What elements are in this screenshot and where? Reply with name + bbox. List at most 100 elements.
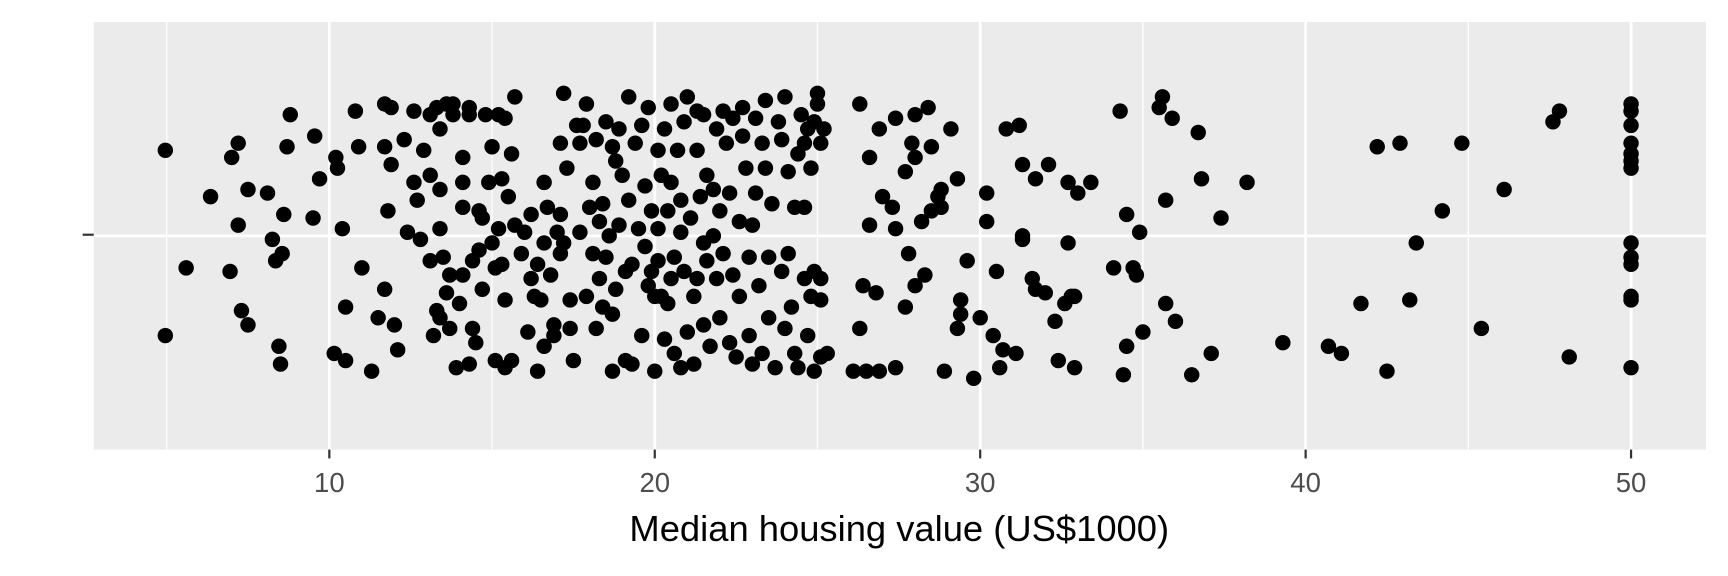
point [1060, 235, 1076, 251]
point [783, 299, 800, 315]
point [1623, 103, 1639, 119]
point [773, 131, 790, 148]
x-axis: 10 20 30 40 50 [314, 449, 1647, 498]
point [988, 263, 1005, 280]
point [754, 135, 770, 151]
point [871, 363, 888, 379]
point [806, 363, 822, 379]
point [1392, 135, 1408, 151]
point [274, 245, 290, 262]
point [770, 114, 787, 130]
point [858, 363, 875, 379]
x-tick-label: 50 [1616, 467, 1647, 498]
point [949, 171, 966, 187]
point [559, 160, 575, 176]
point [897, 163, 914, 180]
point [604, 363, 621, 379]
point [422, 253, 438, 269]
point [575, 117, 591, 134]
point [731, 213, 748, 230]
point [1275, 334, 1291, 351]
point [702, 338, 718, 354]
point [1011, 117, 1027, 134]
point [884, 199, 901, 216]
point [689, 270, 705, 287]
point [604, 306, 621, 322]
point [923, 139, 940, 155]
point [562, 320, 578, 337]
point [907, 106, 923, 123]
point [621, 89, 637, 105]
point [718, 135, 735, 151]
point [650, 142, 666, 159]
point [741, 249, 757, 265]
point [490, 220, 507, 237]
point [1131, 224, 1148, 240]
point [585, 174, 601, 191]
point [813, 292, 829, 308]
point [861, 149, 878, 166]
point [481, 174, 497, 191]
point [513, 245, 530, 262]
point [598, 114, 614, 130]
point [734, 128, 751, 144]
point [611, 121, 627, 137]
point [406, 174, 422, 191]
point [1066, 359, 1083, 376]
point [712, 203, 728, 219]
point [913, 213, 930, 230]
point [887, 359, 904, 376]
point [933, 199, 949, 216]
point [1157, 192, 1174, 208]
point [178, 260, 194, 276]
point [669, 142, 686, 159]
point [725, 267, 741, 283]
point [432, 310, 448, 326]
point [767, 359, 783, 376]
point [744, 356, 761, 372]
point [1473, 320, 1490, 337]
point [624, 256, 640, 273]
point [796, 199, 813, 216]
point [500, 188, 517, 205]
point [1454, 135, 1470, 151]
point [1623, 359, 1639, 376]
point [637, 178, 653, 194]
x-tick-label: 40 [1290, 467, 1321, 498]
point [904, 135, 920, 151]
point [721, 334, 738, 351]
point [1040, 156, 1057, 173]
point [305, 210, 321, 226]
point [383, 156, 399, 173]
point [689, 142, 705, 159]
point [621, 192, 637, 208]
point [376, 139, 393, 155]
point [666, 345, 683, 362]
point [650, 253, 666, 269]
point [1115, 367, 1132, 383]
point [995, 342, 1011, 358]
point [796, 135, 813, 151]
point [1070, 185, 1086, 201]
point [432, 121, 448, 137]
point [764, 196, 780, 212]
point [731, 288, 748, 305]
point [679, 89, 696, 105]
point [754, 345, 770, 362]
point [650, 220, 666, 237]
point [673, 192, 689, 208]
point [306, 128, 323, 144]
point [497, 292, 513, 308]
point [978, 185, 995, 201]
point [406, 103, 422, 119]
point [507, 89, 523, 105]
point [415, 142, 432, 159]
point [1118, 338, 1135, 354]
point [386, 317, 403, 333]
point [1496, 181, 1512, 198]
point [708, 270, 725, 287]
point [852, 96, 868, 112]
point [311, 171, 328, 187]
point [442, 320, 458, 337]
point [326, 345, 342, 362]
